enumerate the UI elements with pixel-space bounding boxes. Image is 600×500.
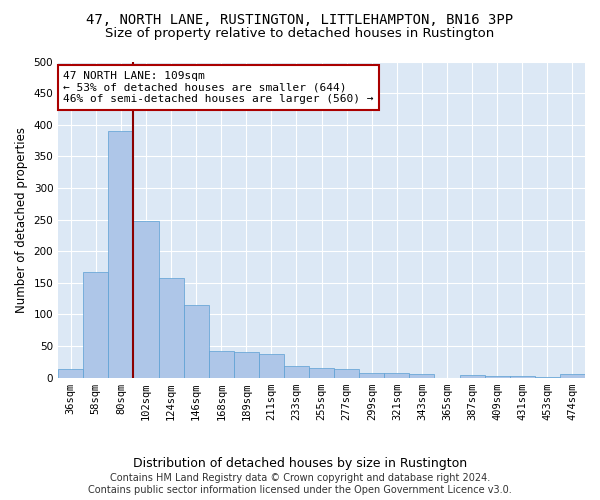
Bar [184,305,209,378]
Bar [535,377,560,378]
Text: Distribution of detached houses by size in Rustington: Distribution of detached houses by size … [133,458,467,470]
Text: Size of property relative to detached houses in Rustington: Size of property relative to detached ho… [106,28,494,40]
Bar [234,352,259,378]
Bar [109,131,133,378]
Bar [209,351,234,378]
Bar [158,278,184,378]
Bar [359,372,385,378]
Bar [133,221,158,378]
Bar [259,354,284,378]
Bar [409,374,434,378]
Bar [58,370,83,378]
Bar [385,373,409,378]
Text: 47, NORTH LANE, RUSTINGTON, LITTLEHAMPTON, BN16 3PP: 47, NORTH LANE, RUSTINGTON, LITTLEHAMPTO… [86,12,514,26]
Bar [460,375,485,378]
Bar [334,370,359,378]
Bar [510,376,535,378]
Bar [485,376,510,378]
Text: Contains HM Land Registry data © Crown copyright and database right 2024.
Contai: Contains HM Land Registry data © Crown c… [88,474,512,495]
Bar [309,368,334,378]
Bar [560,374,585,378]
Text: 47 NORTH LANE: 109sqm
← 53% of detached houses are smaller (644)
46% of semi-det: 47 NORTH LANE: 109sqm ← 53% of detached … [64,71,374,104]
Y-axis label: Number of detached properties: Number of detached properties [15,126,28,312]
Bar [83,272,109,378]
Bar [284,366,309,378]
